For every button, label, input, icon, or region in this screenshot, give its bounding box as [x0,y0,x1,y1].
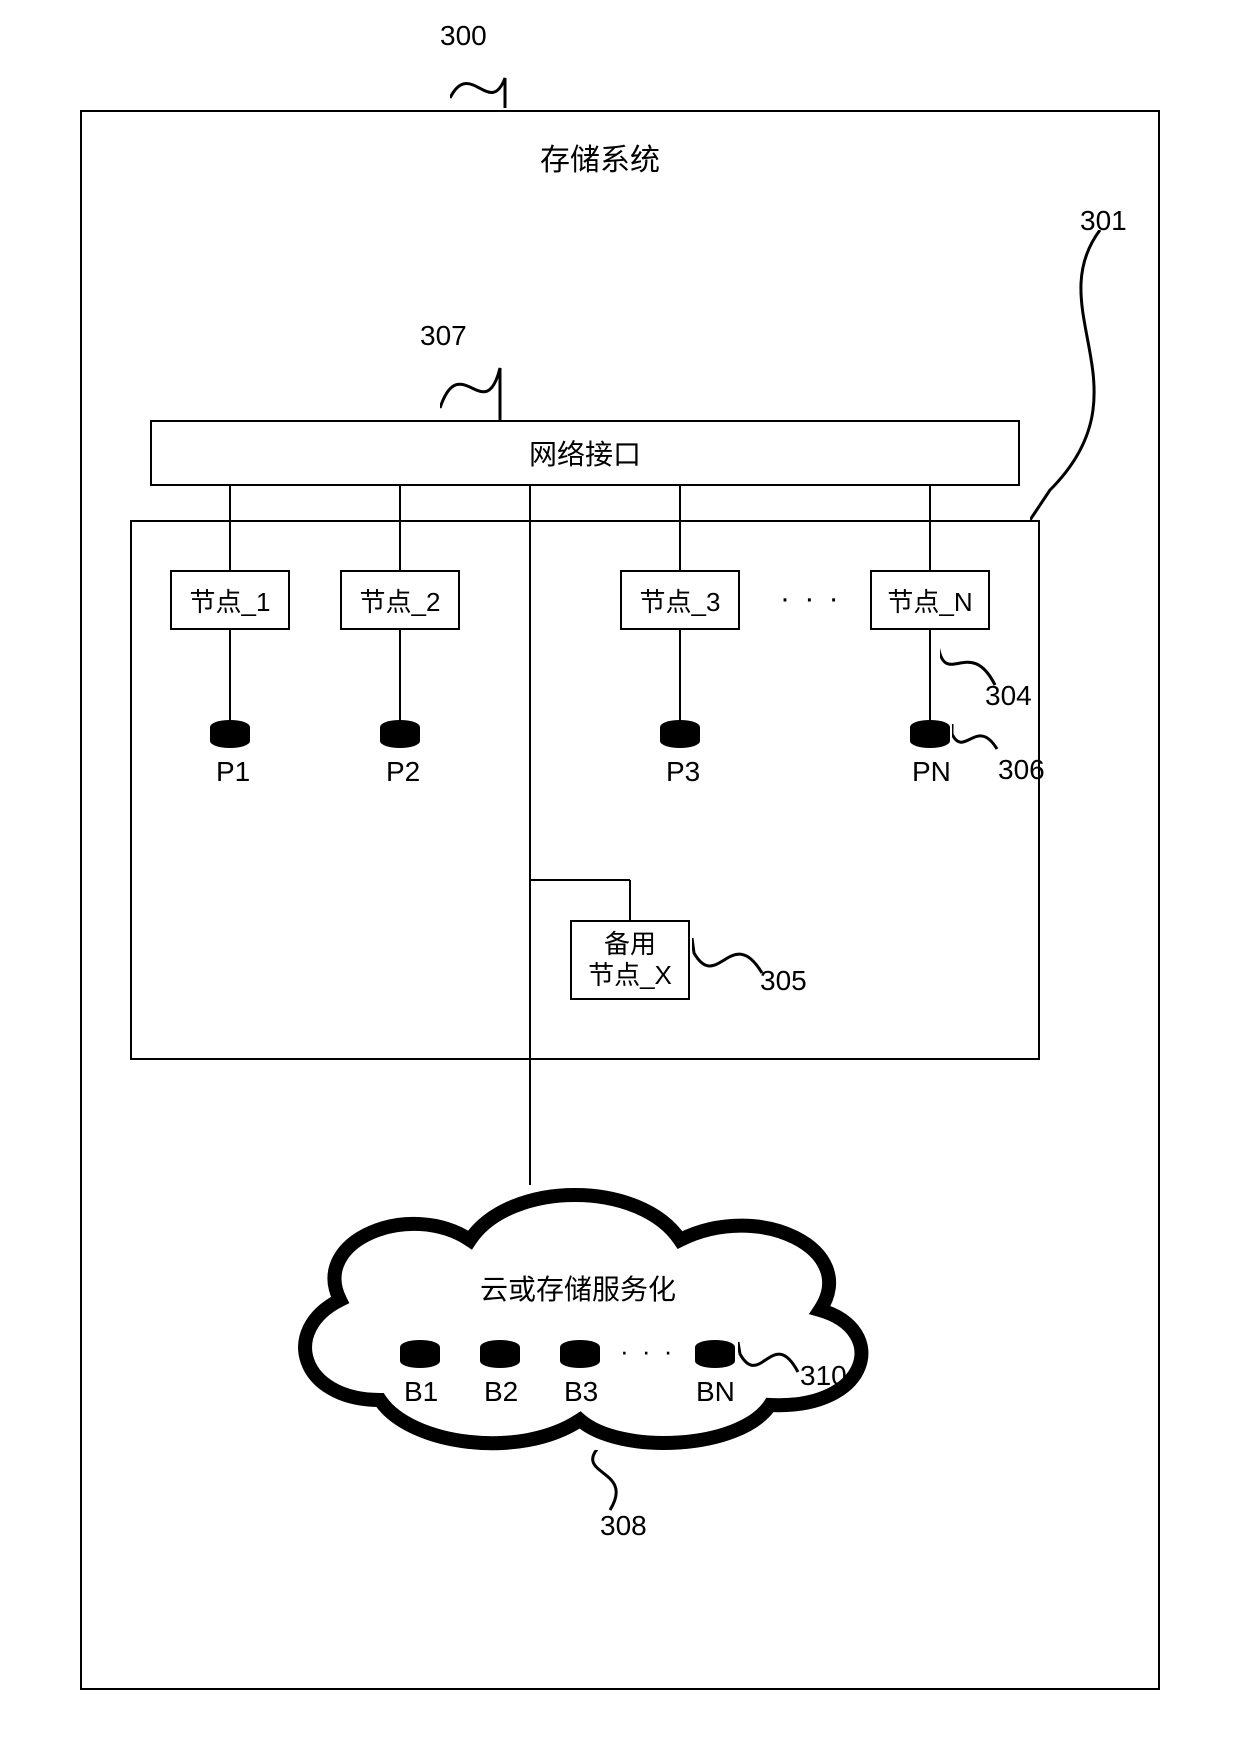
disk-p1-label: P1 [216,756,250,788]
cloud-label: 云或存储服务化 [480,1268,676,1308]
node-3-label: 节点_3 [640,582,721,619]
backup-node: 备用 节点_X [570,920,690,1000]
node-1-label: 节点_1 [190,582,271,619]
cloud-shape [260,1160,900,1480]
disk-p3-label: P3 [666,756,700,788]
backup-node-l2: 节点_X [588,960,672,991]
disk-pn [910,720,950,746]
node-ellipsis: · · · [780,582,842,616]
ref-308: 308 [600,1510,647,1542]
node-2: 节点_2 [340,570,460,630]
backup-disk-ellipsis: · · · [620,1336,675,1367]
disk-b3-label: B3 [564,1376,598,1408]
ref-306: 306 [998,754,1045,786]
disk-b2-label: B2 [484,1376,518,1408]
node-2-label: 节点_2 [360,582,441,619]
node-3: 节点_3 [620,570,740,630]
disk-bn [695,1340,735,1366]
callout-310 [738,1340,808,1385]
diagram-root: 存储系统 300 网络接口 307 301 节点_1 节点_2 [0,0,1240,1752]
callout-308 [580,1450,640,1515]
disk-p3 [660,720,700,746]
ref-305: 305 [760,965,807,997]
disk-p2-label: P2 [386,756,420,788]
ref-304: 304 [985,680,1032,712]
disk-bn-label: BN [696,1376,735,1408]
backup-node-l1: 备用 [604,929,656,960]
node-1: 节点_1 [170,570,290,630]
node-n-label: 节点_N [887,582,972,619]
disk-p1 [210,720,250,746]
disk-pn-label: PN [912,756,951,788]
disk-p2 [380,720,420,746]
disk-b1 [400,1340,440,1366]
disk-b3 [560,1340,600,1366]
node-n: 节点_N [870,570,990,630]
disk-b1-label: B1 [404,1376,438,1408]
ref-310: 310 [800,1360,847,1392]
disk-b2 [480,1340,520,1366]
